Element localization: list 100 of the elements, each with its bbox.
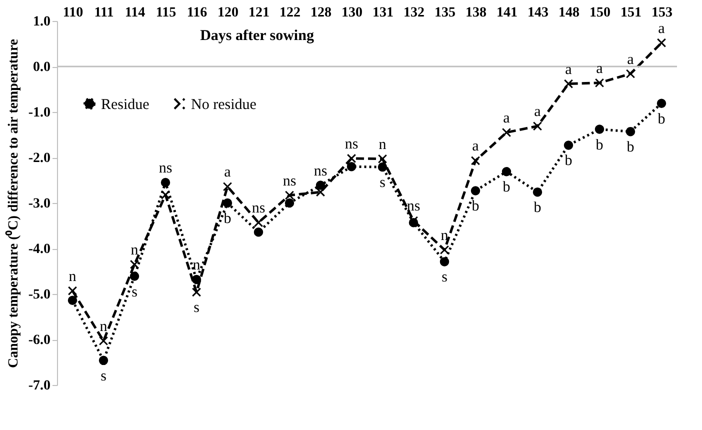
y-tick-label: -2.0 (28, 151, 50, 166)
point (130, 260, 140, 270)
point (68, 296, 78, 305)
x-tick-label: 115 (156, 6, 176, 20)
point (440, 257, 450, 266)
point (346, 154, 356, 164)
x-tick-label: 131 (372, 6, 394, 20)
annotation: a (534, 104, 542, 120)
annotation: n (130, 242, 139, 258)
point (656, 38, 666, 48)
point (470, 186, 480, 196)
y-tick-label: -3.0 (28, 196, 50, 212)
point (130, 272, 140, 281)
point (192, 288, 202, 297)
point (98, 356, 108, 366)
point (222, 182, 232, 192)
annotation: ns (158, 160, 172, 177)
x-tick-label: 111 (94, 6, 114, 20)
x-tick-label: 128 (310, 6, 332, 20)
x-tick-label: 138 (466, 6, 486, 20)
point (68, 286, 78, 296)
point (502, 128, 512, 138)
point (222, 198, 232, 208)
x-tick-label: 132 (404, 6, 424, 20)
point (284, 198, 294, 208)
point (440, 245, 450, 254)
y-tick-label: -4.0 (28, 242, 50, 257)
annotation: a (627, 52, 634, 68)
annotation: b (472, 198, 480, 215)
x-tick-label: 110 (62, 6, 84, 20)
point (564, 140, 574, 150)
annotation: b (596, 137, 604, 154)
annotation: n (440, 228, 449, 244)
annotation: ns (282, 173, 296, 190)
x-tick-label: 120 (218, 6, 238, 20)
annotation: s (194, 300, 200, 316)
x-tick-label: 130 (342, 6, 362, 20)
point (378, 162, 388, 172)
y-tick-label: -1.0 (28, 106, 50, 120)
annotation: b (502, 180, 510, 196)
annotation: a (503, 110, 510, 126)
annotation: a (472, 138, 480, 155)
y-tick-label: -7.0 (28, 378, 50, 394)
x-tick-label: 151 (620, 6, 642, 20)
x-tick-label: 148 (558, 6, 580, 20)
point (532, 121, 542, 131)
point (470, 156, 480, 166)
y-tick-label: 0.0 (33, 60, 50, 75)
annotation: ns (252, 200, 266, 217)
legend-label: Residue (101, 96, 150, 113)
x-tick-label: 122 (280, 6, 300, 20)
point (626, 69, 636, 78)
annotation: a (658, 20, 666, 37)
annotation: b (534, 200, 542, 216)
point (192, 274, 202, 284)
y-axis-title: Canopy temperature (⁰C) difference to air temperature (4, 39, 22, 368)
x-tick-label: 116 (186, 6, 208, 20)
point (254, 228, 264, 237)
x-tick-label: 150 (590, 6, 610, 20)
annotation: n (378, 136, 387, 153)
point (594, 78, 604, 88)
annotation: s (380, 175, 386, 192)
point (378, 154, 388, 164)
point (564, 79, 574, 88)
point (346, 162, 356, 172)
x-axis-title: Days after sowing (200, 28, 314, 44)
annotation: b (626, 140, 634, 156)
y-tick-label: 1.0 (33, 14, 50, 30)
annotation: b (658, 111, 666, 128)
point (532, 187, 542, 197)
x-tick-label: 143 (528, 6, 548, 20)
annotation: a (224, 164, 232, 181)
point (98, 336, 108, 346)
annotation: s (442, 270, 448, 286)
x-tick-label: 114 (124, 6, 146, 20)
point (656, 98, 666, 108)
annotation: b (224, 211, 232, 227)
x-tick-label: 121 (248, 6, 270, 20)
annotation: a (565, 62, 572, 78)
annotation: n (100, 318, 108, 335)
x-tick-label: 135 (434, 6, 456, 20)
point (594, 124, 604, 134)
x-tick-label: 141 (496, 6, 518, 20)
point (160, 178, 170, 188)
annotation: n (68, 268, 77, 285)
annotation: n (192, 257, 201, 274)
point (626, 126, 636, 136)
x-tick-label: 153 (652, 6, 672, 20)
annotation: s (132, 284, 138, 300)
point (316, 187, 326, 197)
annotation: a (596, 60, 604, 77)
y-tick-label: -5.0 (28, 288, 50, 302)
point (160, 190, 170, 200)
point (254, 218, 264, 228)
point (502, 166, 512, 176)
y-tick-label: -6.0 (28, 333, 50, 348)
annotation: b (564, 153, 572, 170)
annotation: ns (344, 136, 358, 152)
point (316, 180, 326, 190)
annotation: ns (314, 163, 328, 180)
